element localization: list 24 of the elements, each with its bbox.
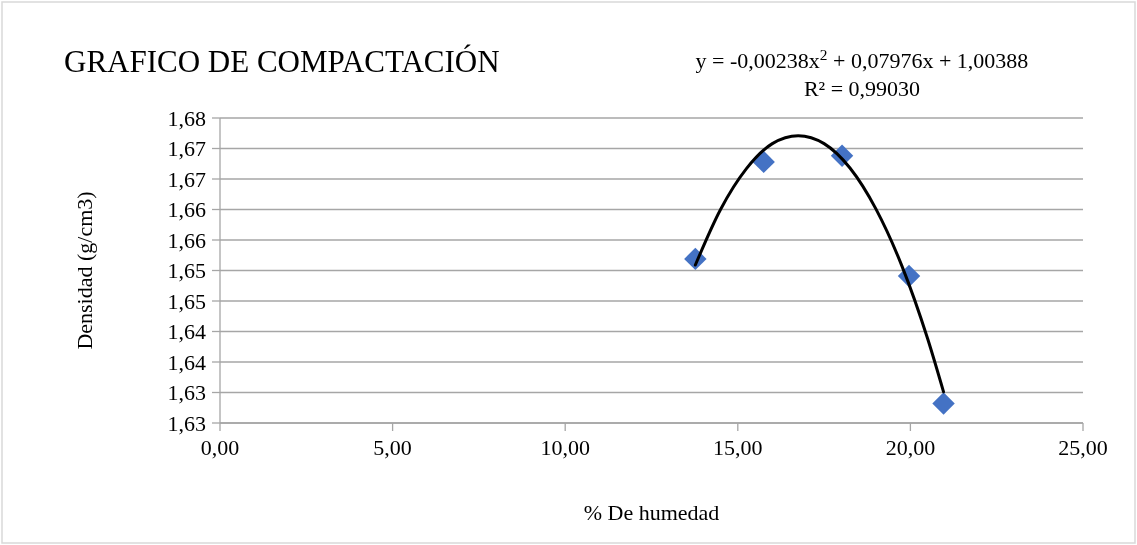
x-tick-label: 0,00 bbox=[200, 435, 240, 460]
text: y = -0,00238x$^{2}$ + 0,07976x + 1,00388 bbox=[695, 45, 1029, 73]
y-tick-label: 1,64 bbox=[167, 319, 206, 344]
y-tick-label: 1,63 bbox=[167, 380, 206, 405]
x-tick-label: 20,00 bbox=[885, 435, 936, 460]
x-tick-label: 10,00 bbox=[540, 435, 590, 460]
y-axis-title: Densidad (g/cm3) bbox=[72, 191, 97, 350]
y-tick-label: 1,66 bbox=[167, 227, 206, 253]
x-tick-label: 25,00 bbox=[1058, 435, 1108, 460]
point bbox=[752, 150, 775, 174]
x-axis-title: % De humedad bbox=[583, 500, 720, 525]
chart-title: GRAFICO DE COMPACTACIÓN bbox=[64, 44, 500, 79]
y-tick-label: 1,68 bbox=[167, 105, 206, 131]
y-tick-label: 1,67 bbox=[167, 136, 206, 161]
y-tick-label: 1,66 bbox=[167, 197, 206, 222]
y-tick-label: 1,64 bbox=[167, 349, 206, 375]
y-tick-label: 1,65 bbox=[167, 288, 206, 314]
y-tick-label: 1,63 bbox=[167, 410, 206, 436]
x-tick-label: 15,00 bbox=[713, 435, 763, 460]
x-tick-label: 5,00 bbox=[373, 435, 412, 460]
y-tick-label: 1,65 bbox=[167, 258, 206, 283]
text: R² = 0,99030 bbox=[803, 76, 921, 101]
y-tick-label: 1,67 bbox=[167, 166, 206, 192]
point bbox=[932, 392, 955, 415]
